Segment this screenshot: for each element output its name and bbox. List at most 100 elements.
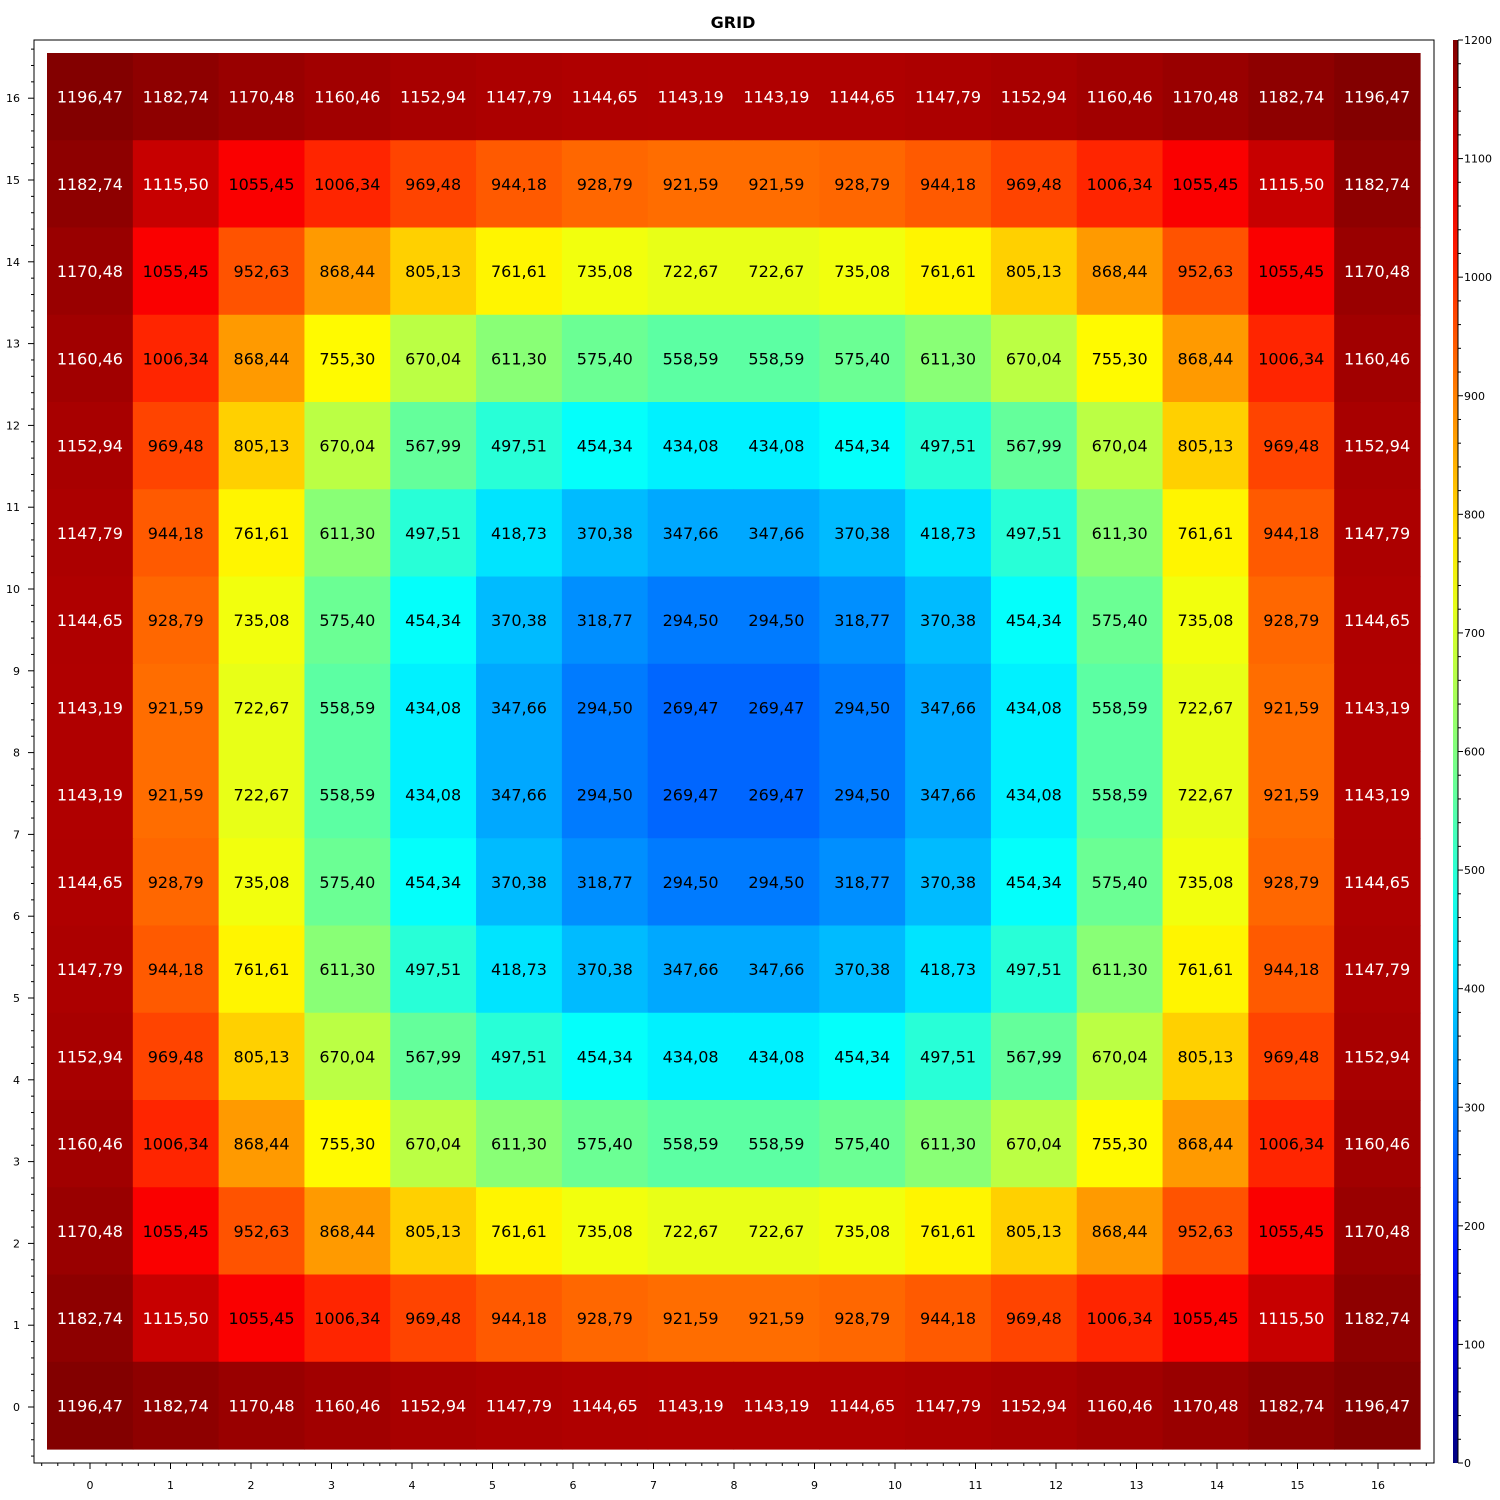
cell-value-label: 1147,79	[1344, 960, 1410, 979]
cell-value-label: 611,30	[491, 349, 547, 368]
heatmap-cell	[733, 1361, 820, 1450]
heatmap-cell	[1334, 140, 1421, 229]
heatmap-cell	[390, 1012, 477, 1101]
cell-value-label: 868,44	[1177, 1135, 1233, 1154]
heatmap-cell	[1248, 1100, 1335, 1188]
colorbar-tick-label: 1000	[1464, 271, 1492, 284]
heatmap-cell	[647, 751, 735, 839]
cell-value-label: 755,30	[319, 1135, 375, 1154]
cell-value-label: 269,47	[663, 698, 719, 717]
heatmap-cell	[1076, 838, 1164, 927]
heatmap-cell	[819, 576, 906, 665]
cell-value-label: 347,66	[920, 786, 976, 805]
heatmap-cell	[1076, 751, 1164, 839]
cell-value-label: 868,44	[1092, 262, 1148, 281]
cell-value-label: 944,18	[1263, 960, 1319, 979]
cell-value-label: 735,08	[234, 611, 290, 630]
heatmap-cell	[476, 53, 563, 141]
heatmap-cell	[905, 1187, 992, 1276]
heatmap-cell	[390, 227, 477, 316]
cell-value-label: 1143,19	[1344, 786, 1410, 805]
heatmap-cell	[304, 838, 391, 927]
heatmap-cell	[304, 489, 391, 578]
heatmap-cell	[905, 53, 992, 141]
heatmap-cell	[733, 1187, 820, 1276]
cell-value-label: 1182,74	[1258, 1396, 1324, 1415]
heatmap-cell	[1076, 1187, 1164, 1276]
cell-value-label: 1196,47	[1344, 1396, 1410, 1415]
cell-value-label: 558,59	[319, 786, 375, 805]
cell-value-label: 1160,46	[314, 1396, 380, 1415]
cell-value-label: 370,38	[491, 873, 547, 892]
cell-value-label: 1115,50	[143, 1309, 209, 1328]
cell-value-label: 1152,94	[1001, 88, 1067, 107]
heatmap-cell	[1076, 1100, 1164, 1188]
heatmap-cell	[647, 1187, 735, 1276]
cell-value-label: 921,59	[148, 786, 204, 805]
cell-value-label: 1006,34	[314, 175, 380, 194]
heatmap-cell	[218, 402, 306, 490]
cell-value-label: 735,08	[577, 262, 633, 281]
cell-value-label: 722,67	[234, 698, 290, 717]
cell-value-label: 1144,65	[572, 88, 638, 107]
cell-value-label: 735,08	[1177, 873, 1233, 892]
cell-value-label: 761,61	[920, 262, 976, 281]
cell-value-label: 1144,65	[1344, 873, 1410, 892]
heatmap-cell	[561, 1274, 649, 1363]
heatmap-cell	[1162, 489, 1249, 578]
cell-value-label: 454,34	[834, 437, 890, 456]
cell-value-label: 558,59	[1092, 786, 1148, 805]
heatmap-cell	[304, 1361, 391, 1450]
heatmap-cell	[990, 1012, 1078, 1101]
heatmap-cell	[390, 925, 477, 1014]
heatmap-cell	[218, 489, 306, 578]
heatmap-cell	[1334, 576, 1421, 665]
heatmap-cell	[1334, 1187, 1421, 1276]
cell-value-label: 868,44	[1092, 1222, 1148, 1241]
heatmap-cell	[218, 53, 306, 141]
heatmap-cell	[905, 227, 992, 316]
cell-value-label: 454,34	[405, 611, 461, 630]
cell-value-label: 347,66	[920, 698, 976, 717]
cell-value-label: 1055,45	[143, 262, 209, 281]
cell-value-label: 294,50	[834, 698, 890, 717]
cell-value-label: 418,73	[491, 524, 547, 543]
cell-value-label: 347,66	[663, 524, 719, 543]
heatmap-cell	[647, 1100, 735, 1188]
heatmap-cell	[390, 314, 477, 403]
heatmap-cell	[990, 925, 1078, 1014]
cell-value-label: 735,08	[834, 1222, 890, 1241]
cell-value-label: 670,04	[1092, 1047, 1148, 1066]
heatmap-cell	[733, 402, 820, 490]
x-tick-label: 11	[969, 1479, 983, 1492]
cell-value-label: 558,59	[748, 349, 804, 368]
heatmap-cell	[1162, 1187, 1249, 1276]
cell-value-label: 1143,19	[658, 88, 724, 107]
heatmap-cell	[905, 402, 992, 490]
cell-value-label: 1160,46	[57, 349, 123, 368]
heatmap-cell	[905, 1361, 992, 1450]
heatmap-cell	[1248, 1187, 1335, 1276]
heatmap-cell	[990, 314, 1078, 403]
x-tick-label: 0	[87, 1479, 94, 1492]
cell-value-label: 434,08	[663, 437, 719, 456]
cell-value-label: 1144,65	[57, 873, 123, 892]
colorbar-tick-label: 800	[1464, 508, 1485, 521]
heatmap-cell	[476, 1274, 563, 1363]
cell-value-label: 928,79	[577, 1309, 633, 1328]
heatmap-cell	[1334, 751, 1421, 839]
cell-value-label: 761,61	[234, 960, 290, 979]
heatmap-cell	[561, 227, 649, 316]
heatmap-cell	[1162, 314, 1249, 403]
cell-value-label: 1152,94	[1001, 1396, 1067, 1415]
heatmap-cell	[1248, 1274, 1335, 1363]
heatmap-cell	[132, 1361, 220, 1450]
cell-value-label: 1160,46	[1087, 88, 1153, 107]
cell-value-label: 969,48	[1263, 437, 1319, 456]
heatmap-cell	[1162, 925, 1249, 1014]
cell-value-label: 370,38	[834, 524, 890, 543]
heatmap-cell	[1076, 314, 1164, 403]
heatmap-cell	[733, 838, 820, 927]
cell-value-label: 868,44	[319, 1222, 375, 1241]
colorbar-tick-label: 300	[1464, 1101, 1485, 1114]
